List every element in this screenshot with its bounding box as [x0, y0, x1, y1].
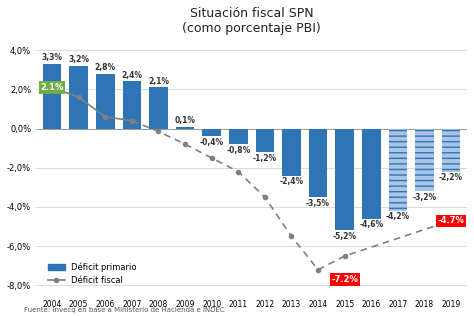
Bar: [149, 87, 168, 129]
Bar: [336, 129, 354, 230]
Text: 3,3%: 3,3%: [42, 53, 63, 62]
Text: 3,2%: 3,2%: [68, 55, 89, 64]
Bar: [442, 129, 460, 172]
Text: 2,8%: 2,8%: [95, 63, 116, 72]
Text: -2,4%: -2,4%: [279, 177, 303, 186]
Text: -4,6%: -4,6%: [359, 220, 383, 229]
Bar: [309, 129, 328, 197]
Bar: [229, 129, 247, 144]
Text: -7.2%: -7.2%: [331, 275, 358, 284]
Text: -4,2%: -4,2%: [386, 212, 410, 222]
Bar: [176, 126, 194, 129]
Bar: [389, 129, 407, 211]
Legend: Déficit primario, Déficit fiscal: Déficit primario, Déficit fiscal: [45, 259, 140, 289]
Text: -0,8%: -0,8%: [226, 146, 250, 155]
Bar: [415, 129, 434, 191]
Text: 2,1%: 2,1%: [148, 77, 169, 86]
Text: -3,2%: -3,2%: [412, 193, 437, 202]
Bar: [43, 64, 61, 129]
Text: -4.7%: -4.7%: [438, 216, 465, 225]
Text: -5,2%: -5,2%: [333, 232, 356, 241]
Bar: [255, 129, 274, 152]
Bar: [442, 129, 460, 172]
Bar: [69, 66, 88, 129]
Title: Situación fiscal SPN
(como porcentaje PBI): Situación fiscal SPN (como porcentaje PB…: [182, 7, 321, 35]
Bar: [202, 129, 221, 137]
Bar: [122, 82, 141, 129]
Text: -1,2%: -1,2%: [253, 154, 277, 163]
Text: -3,5%: -3,5%: [306, 199, 330, 208]
Text: 2,4%: 2,4%: [121, 71, 142, 80]
Bar: [415, 129, 434, 191]
Text: 2.1%: 2.1%: [40, 83, 64, 92]
Text: Fuente: Invecq en base a Ministerio de Hacienda e INDEC: Fuente: Invecq en base a Ministerio de H…: [24, 307, 224, 313]
Text: 0,1%: 0,1%: [174, 116, 196, 125]
Text: -2,2%: -2,2%: [439, 173, 463, 182]
Bar: [389, 129, 407, 211]
Bar: [282, 129, 301, 176]
Bar: [362, 129, 381, 219]
Bar: [96, 74, 115, 129]
Text: -0,4%: -0,4%: [200, 138, 224, 147]
